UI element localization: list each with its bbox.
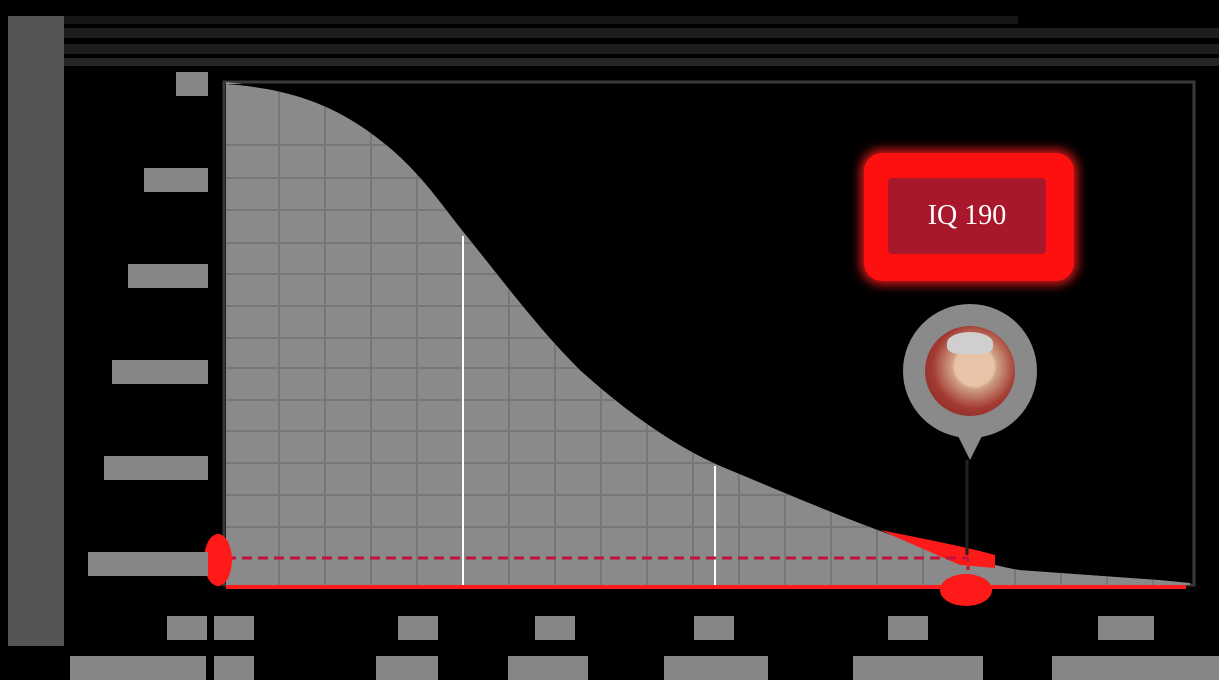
distribution-area bbox=[226, 82, 1190, 585]
pin-tip bbox=[950, 420, 990, 460]
avatar bbox=[925, 326, 1015, 416]
iq-callout-label: IQ 190 bbox=[888, 178, 1046, 254]
